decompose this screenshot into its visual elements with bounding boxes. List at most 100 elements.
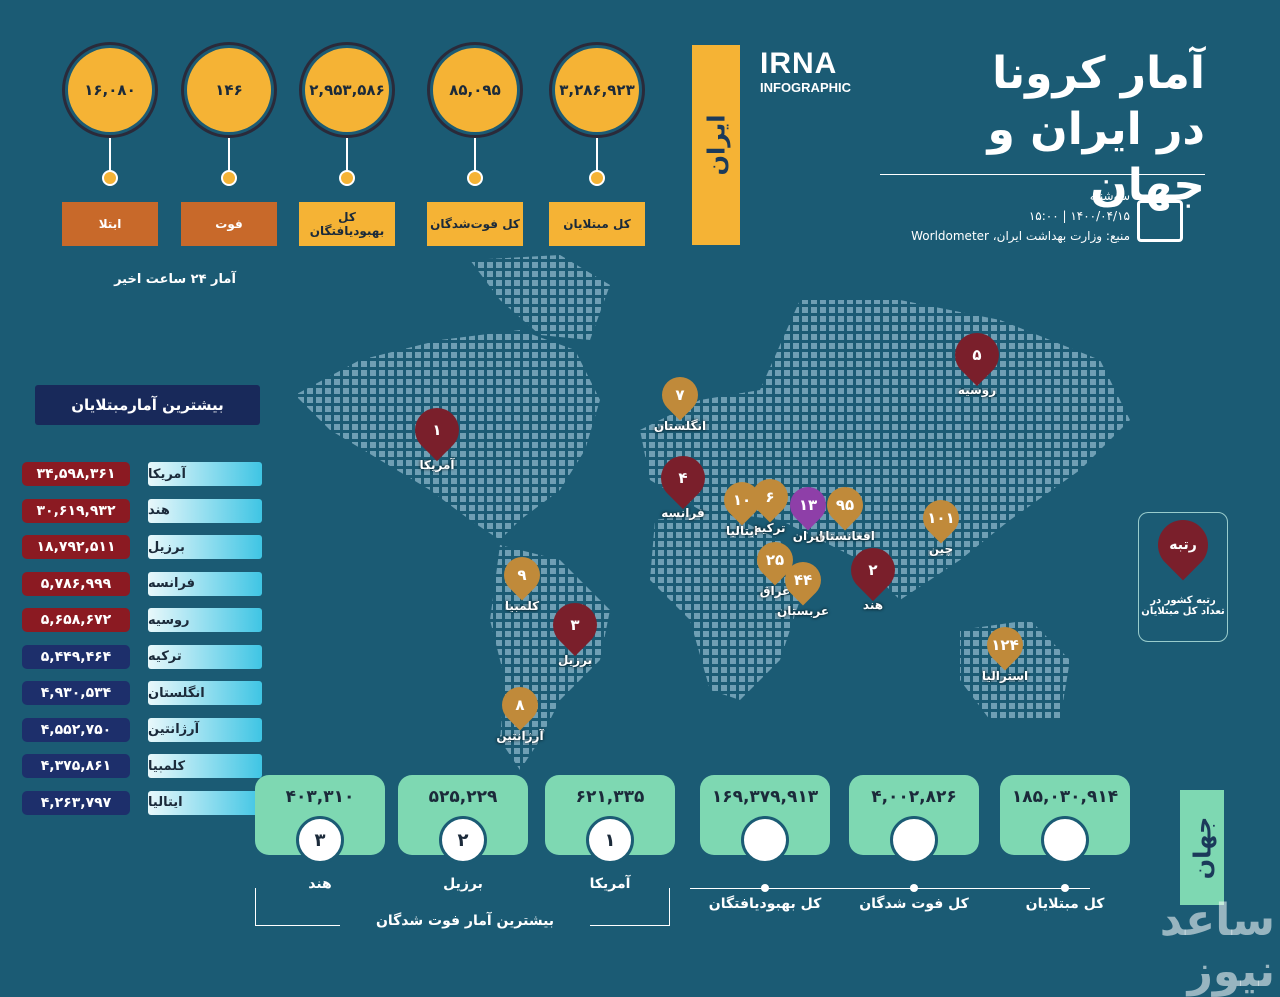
stat-stem xyxy=(346,138,348,172)
world-box: ۱۶۹,۳۷۹,۹۱۳ xyxy=(700,775,830,855)
pin-country: انگلستان xyxy=(653,419,707,433)
pin-country: آمریکا xyxy=(419,458,455,472)
case-country: آرژانتین xyxy=(148,717,262,742)
pin-rank: ۴۴ xyxy=(793,571,813,589)
iran-banner: ایران xyxy=(692,45,740,245)
stat-label: کل فوت‌شدگان xyxy=(427,202,523,246)
death-country: برزیل xyxy=(413,873,513,895)
case-value: ۵,۴۴۹,۴۶۴ xyxy=(22,644,130,669)
world-box: ۴,۰۰۲,۸۲۶ xyxy=(849,775,979,855)
pin-country: ترکیه xyxy=(754,521,786,535)
case-value: ۴,۵۵۲,۷۵۰ xyxy=(22,717,130,742)
death-country: هند xyxy=(270,873,370,895)
pin-country: روسیه xyxy=(957,383,997,397)
page: { "header": { "title_line1": "آمار کرونا… xyxy=(22,42,1275,997)
brand-name: IRNA xyxy=(760,47,838,80)
world-icon xyxy=(1041,816,1089,864)
stat-label: کل بهبودیافتگان xyxy=(299,202,395,246)
calendar-icon xyxy=(1137,200,1183,242)
case-country: انگلستان xyxy=(148,681,262,705)
pin-rank: ۷ xyxy=(675,386,685,404)
stat-ring xyxy=(62,42,158,138)
pin-country: چین xyxy=(928,542,954,556)
stat-dot xyxy=(102,170,118,186)
pin-rank: ۹۵ xyxy=(835,496,855,514)
stat-dot xyxy=(467,170,483,186)
stat-label: کل مبتلایان xyxy=(549,202,645,246)
case-country: کلمبیا xyxy=(148,754,262,778)
date-time: ۱۴۰۰/۰۴/۱۵ | ۱۵:۰۰ xyxy=(1028,209,1130,223)
case-country: ایتالیا xyxy=(148,790,262,815)
world-label: کل بهبودیافتگان xyxy=(708,896,822,912)
pin-country: ایران xyxy=(792,529,824,543)
legend-title: رتبه xyxy=(1169,537,1197,553)
pin-rank: ۱۳ xyxy=(798,496,818,514)
pin-country: ایتالیا xyxy=(726,524,758,538)
infographic: IRNA INFOGRAPHIC آمار کرونا در ایران و ج… xyxy=(22,42,1275,997)
pin-country: کلمبیا xyxy=(504,599,540,613)
pin-rank: ۱ xyxy=(432,421,442,439)
pin-country: استرالیا xyxy=(981,669,1029,683)
title-line: در ایران و جهان xyxy=(987,104,1205,211)
case-country: هند xyxy=(148,498,262,523)
day: سه‌شنبه xyxy=(1089,189,1130,203)
stat-stem xyxy=(474,138,476,172)
pin-rank: ۵ xyxy=(972,346,982,364)
stat-stem xyxy=(228,138,230,172)
pin-country: عربستان xyxy=(776,604,830,618)
case-country: ترکیه xyxy=(148,644,262,669)
stat-dot xyxy=(589,170,605,186)
case-country: فرانسه xyxy=(148,571,262,596)
pin-country: فرانسه xyxy=(661,506,705,520)
brand-sub: INFOGRAPHIC xyxy=(760,80,851,95)
pin-rank: ۹ xyxy=(517,566,527,584)
stat-ring xyxy=(299,42,395,138)
legend-text: رتبه کشور در تعداد کل مبتلایان xyxy=(1141,595,1225,617)
date: ۱۴۰۰/۰۴/۱۵ xyxy=(1070,209,1130,223)
pin-country: آرژانتین xyxy=(496,729,544,743)
pin-rank: ۱۰ xyxy=(732,491,752,509)
pin-rank: ۴ xyxy=(678,469,688,487)
world-label: کل مبتلایان xyxy=(1025,896,1105,912)
case-value: ۴,۳۷۵,۸۶۱ xyxy=(22,754,130,778)
death-country: آمریکا xyxy=(560,873,660,895)
death-rank: ۱ xyxy=(586,816,634,864)
world-label: جهان xyxy=(1188,816,1217,879)
stat-ring xyxy=(427,42,523,138)
pin-rank: ۳ xyxy=(570,616,580,634)
death-rank: ۲ xyxy=(439,816,487,864)
stat-circle c: ۸۵,۰۹۵ xyxy=(433,48,517,132)
pin-country: افغانستان xyxy=(815,529,875,543)
world-banner: جهان xyxy=(1180,790,1224,905)
case-value: ۳۰,۶۱۹,۹۳۲ xyxy=(22,498,130,523)
stat-dot xyxy=(339,170,355,186)
legend-box xyxy=(1138,512,1228,642)
watermark: ساعد نیوز xyxy=(1159,895,1275,997)
stat-circle c: ۱۶,۰۸۰ xyxy=(68,48,152,132)
pin-rank: ۲۵ xyxy=(765,551,785,569)
world-dot xyxy=(1061,884,1069,892)
top-deaths-title: بیشترین آمار فوت شدگان xyxy=(340,908,590,934)
world-icon xyxy=(741,816,789,864)
divider xyxy=(880,174,1205,175)
pin-rank: ۱۰۱ xyxy=(927,509,955,527)
pin-rank: ۶ xyxy=(765,488,775,506)
stat-stem xyxy=(109,138,111,172)
case-value: ۵,۶۵۸,۶۷۲ xyxy=(22,608,130,632)
world-line xyxy=(690,888,1090,889)
stat-stem xyxy=(596,138,598,172)
stat-label: ابتلا xyxy=(62,202,158,246)
pin-country: برزیل xyxy=(557,653,593,667)
stat-label: فوت xyxy=(181,202,277,246)
brand: IRNA INFOGRAPHIC xyxy=(760,47,872,96)
pin-rank: ۱۲۴ xyxy=(991,636,1019,654)
pin-country: عراق xyxy=(759,584,791,598)
pin-country: هند xyxy=(862,598,884,612)
case-country: برزیل xyxy=(148,535,262,559)
stat-dot xyxy=(221,170,237,186)
pin-rank: ۸ xyxy=(515,696,525,714)
case-country: آمریکا xyxy=(148,462,262,486)
date-info: سه‌شنبه ۱۴۰۰/۰۴/۱۵ | ۱۵:۰۰ منبع: وزارت ب… xyxy=(880,186,1130,246)
case-country: روسیه xyxy=(148,608,262,632)
stat-ring xyxy=(181,42,277,138)
